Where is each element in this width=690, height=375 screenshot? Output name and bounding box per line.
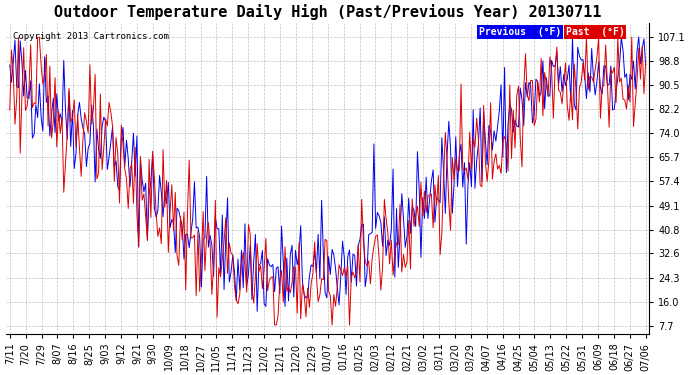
Text: Copyright 2013 Cartronics.com: Copyright 2013 Cartronics.com xyxy=(12,32,168,41)
Title: Outdoor Temperature Daily High (Past/Previous Year) 20130711: Outdoor Temperature Daily High (Past/Pre… xyxy=(54,4,602,20)
Text: Previous  (°F): Previous (°F) xyxy=(479,27,561,38)
Text: Past  (°F): Past (°F) xyxy=(566,27,624,38)
